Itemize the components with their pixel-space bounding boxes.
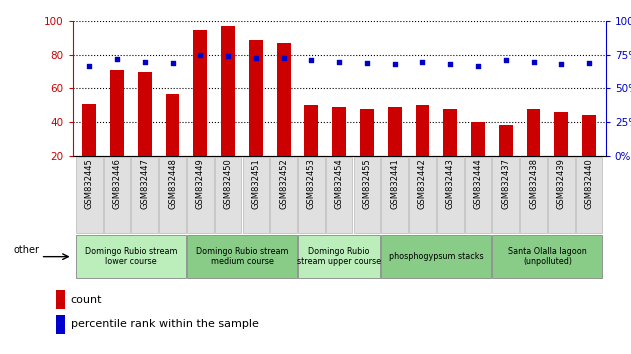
Text: Domingo Rubio stream
lower course: Domingo Rubio stream lower course — [85, 247, 177, 266]
Bar — [555, 112, 569, 189]
FancyBboxPatch shape — [76, 235, 186, 278]
Point — [306, 57, 316, 63]
Text: percentile rank within the sample: percentile rank within the sample — [71, 319, 259, 330]
Bar — [276, 43, 290, 189]
FancyBboxPatch shape — [492, 156, 519, 233]
FancyBboxPatch shape — [215, 156, 242, 233]
Text: GSM832449: GSM832449 — [196, 158, 205, 209]
Text: GSM832437: GSM832437 — [501, 158, 510, 209]
Bar — [82, 104, 96, 189]
Point — [584, 60, 594, 66]
Bar — [444, 109, 457, 189]
Point — [251, 55, 261, 61]
FancyBboxPatch shape — [381, 235, 492, 278]
Point — [167, 60, 177, 66]
Text: Domingo Rubio
stream upper course: Domingo Rubio stream upper course — [297, 247, 381, 266]
Text: other: other — [14, 245, 40, 255]
Text: GSM832447: GSM832447 — [140, 158, 150, 209]
Text: count: count — [71, 295, 102, 305]
Bar — [388, 107, 402, 189]
Text: GSM832455: GSM832455 — [362, 158, 372, 209]
FancyBboxPatch shape — [187, 235, 297, 278]
FancyBboxPatch shape — [492, 235, 603, 278]
FancyBboxPatch shape — [298, 156, 325, 233]
Text: GSM832442: GSM832442 — [418, 158, 427, 209]
Point — [445, 62, 456, 67]
Point — [529, 59, 539, 64]
Bar — [582, 115, 596, 189]
Text: GSM832445: GSM832445 — [85, 158, 94, 209]
Text: GSM832438: GSM832438 — [529, 158, 538, 209]
FancyBboxPatch shape — [76, 156, 103, 233]
FancyBboxPatch shape — [326, 156, 353, 233]
Point — [334, 59, 344, 64]
Text: GSM832448: GSM832448 — [168, 158, 177, 209]
FancyBboxPatch shape — [409, 156, 436, 233]
Bar — [332, 107, 346, 189]
FancyBboxPatch shape — [575, 156, 603, 233]
Bar — [221, 26, 235, 189]
Bar — [471, 122, 485, 189]
Point — [362, 60, 372, 66]
Bar — [56, 315, 65, 334]
Bar — [499, 125, 513, 189]
Text: Domingo Rubio stream
medium course: Domingo Rubio stream medium course — [196, 247, 288, 266]
Point — [278, 55, 288, 61]
Bar — [110, 70, 124, 189]
Bar — [527, 109, 541, 189]
Text: phosphogypsum stacks: phosphogypsum stacks — [389, 252, 484, 261]
Text: GSM832454: GSM832454 — [334, 158, 344, 209]
FancyBboxPatch shape — [159, 156, 186, 233]
FancyBboxPatch shape — [437, 156, 464, 233]
Point — [195, 52, 205, 58]
Text: GSM832450: GSM832450 — [223, 158, 233, 209]
FancyBboxPatch shape — [187, 156, 214, 233]
FancyBboxPatch shape — [353, 156, 380, 233]
FancyBboxPatch shape — [131, 156, 158, 233]
Bar — [416, 105, 430, 189]
FancyBboxPatch shape — [464, 156, 492, 233]
Text: Santa Olalla lagoon
(unpolluted): Santa Olalla lagoon (unpolluted) — [508, 247, 587, 266]
Text: GSM832444: GSM832444 — [473, 158, 483, 209]
FancyBboxPatch shape — [270, 156, 297, 233]
Bar — [304, 105, 318, 189]
Bar — [360, 109, 374, 189]
FancyBboxPatch shape — [242, 156, 269, 233]
Bar — [56, 290, 65, 309]
Text: GSM832452: GSM832452 — [279, 158, 288, 209]
Point — [557, 62, 567, 67]
FancyBboxPatch shape — [298, 235, 380, 278]
Point — [473, 63, 483, 68]
Text: GSM832446: GSM832446 — [112, 158, 122, 209]
FancyBboxPatch shape — [548, 156, 575, 233]
Text: GSM832441: GSM832441 — [390, 158, 399, 209]
FancyBboxPatch shape — [520, 156, 547, 233]
Bar — [249, 40, 262, 189]
FancyBboxPatch shape — [103, 156, 131, 233]
Point — [223, 53, 233, 59]
Point — [418, 59, 428, 64]
Point — [390, 62, 400, 67]
Text: GSM832440: GSM832440 — [584, 158, 594, 209]
Text: GSM832439: GSM832439 — [557, 158, 566, 209]
Text: GSM832443: GSM832443 — [445, 158, 455, 209]
Bar — [193, 30, 207, 189]
Point — [84, 63, 94, 68]
Bar — [165, 93, 179, 189]
Point — [139, 59, 150, 64]
Point — [112, 56, 122, 62]
Bar — [138, 72, 151, 189]
Point — [501, 57, 511, 63]
Text: GSM832451: GSM832451 — [251, 158, 261, 209]
Text: GSM832453: GSM832453 — [307, 158, 316, 209]
FancyBboxPatch shape — [381, 156, 408, 233]
